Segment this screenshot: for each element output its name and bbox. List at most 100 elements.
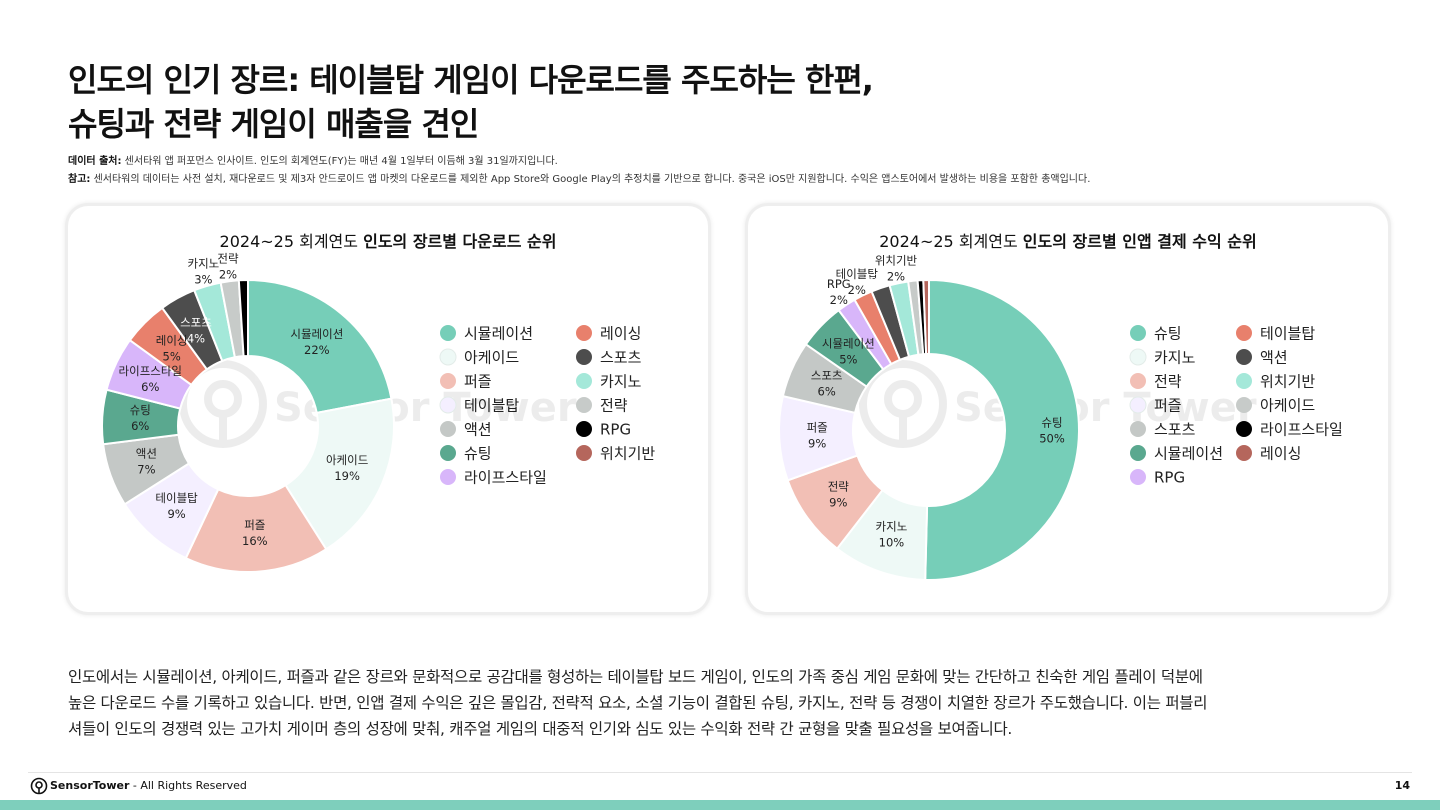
- slice-label-아케이드: 아케이드: [326, 453, 368, 467]
- page-title: 인도의 인기 장르: 테이블탑 게임이 다운로드를 주도하는 한편, 슈팅과 전…: [68, 58, 1368, 146]
- legend-label-시뮬레이션: 시뮬레이션: [464, 325, 533, 343]
- source-label: 데이터 출처:: [68, 156, 122, 167]
- legend-label-슈팅: 슈팅: [1154, 325, 1182, 343]
- title-line-1: 인도의 인기 장르: 테이블탑 게임이 다운로드를 주도하는 한편,: [68, 61, 874, 99]
- legend-swatch-슈팅: [440, 445, 456, 461]
- donut-slices: [101, 278, 395, 573]
- slice-value-테이블탑: 9%: [167, 507, 185, 521]
- legend-swatch-테이블탑: [439, 396, 457, 414]
- revenue-chart-title-prefix: 2024~25 회계연도: [879, 232, 1023, 251]
- legend-swatch-위치기반: [1236, 373, 1252, 389]
- legend-swatch-전략: [576, 397, 592, 413]
- slice-아케이드: [284, 397, 395, 551]
- footer-divider: [28, 772, 1412, 773]
- legend-swatch-액션: [440, 421, 456, 437]
- slice-label-위치기반: 위치기반: [875, 253, 918, 267]
- watermark-logo-icon: [179, 360, 267, 448]
- legend-label-스포츠: 스포츠: [1154, 421, 1196, 439]
- slice-value-전략: 9%: [829, 496, 847, 510]
- slice-label-전략: 전략: [217, 251, 239, 265]
- slice-label-퍼즐: 퍼즐: [244, 518, 265, 532]
- note-text: 센서타워의 데이터는 사전 설치, 재다운로드 및 제3자 안드로이드 앱 마켓…: [90, 174, 1091, 185]
- slice-시뮬레이션: [247, 278, 393, 415]
- slice-value-스포츠: 4%: [187, 331, 205, 345]
- legend-swatch-퍼즐: [440, 373, 456, 389]
- legend-label-시뮬레이션: 시뮬레이션: [1154, 445, 1223, 463]
- slice-value-스포츠: 6%: [818, 385, 836, 399]
- slice-label-스포츠: 스포츠: [811, 369, 843, 383]
- downloads-chart-title-prefix: 2024~25 회계연도: [219, 232, 364, 251]
- legend-label-전략: 전략: [600, 397, 628, 415]
- legend-swatch-전략: [1130, 373, 1146, 389]
- legend-swatch-스포츠: [576, 349, 592, 365]
- page-number: 14: [1394, 779, 1410, 792]
- legend-swatch-카지노: [1129, 348, 1147, 366]
- slice-label-시뮬레이션: 시뮬레이션: [290, 327, 343, 341]
- slice-value-퍼즐: 16%: [242, 534, 268, 548]
- legend-label-RPG: RPG: [1154, 469, 1185, 487]
- legend-label-카지노: 카지노: [600, 373, 642, 391]
- slice-value-전략: 2%: [219, 267, 237, 281]
- legend-swatch-RPG: [576, 421, 592, 437]
- legend-swatch-레이싱: [1236, 445, 1252, 461]
- watermark-logo-inner: [884, 380, 922, 418]
- revenue-chart-panel: 2024~25 회계연도 인도의 장르별 인앱 결제 수익 순위 Sensor …: [748, 206, 1388, 612]
- footer-rights: - All Rights Reserved: [129, 779, 247, 792]
- legend-label-테이블탑: 테이블탑: [1260, 325, 1315, 343]
- slice-value-카지노: 10%: [879, 536, 905, 550]
- legend-swatch-액션: [1236, 349, 1252, 365]
- slice-value-시뮬레이션: 22%: [304, 343, 330, 357]
- legend-label-라이프스타일: 라이프스타일: [464, 469, 547, 487]
- legend-swatch-라이프스타일: [1236, 421, 1252, 437]
- slice-value-퍼즐: 9%: [808, 436, 826, 450]
- slice-label-액션: 액션: [865, 259, 886, 273]
- slice-레이싱: [922, 278, 930, 356]
- downloads-chart-title-bold: 인도의 장르별 다운로드 순위: [363, 232, 557, 251]
- legend-label-스포츠: 스포츠: [600, 349, 642, 367]
- source-notes: 데이터 출처: 센서타워 앱 퍼포먼스 인사이트. 인도의 회계연도(FY)는 …: [68, 153, 1388, 189]
- legend-swatch-스포츠: [1130, 421, 1146, 437]
- revenue-donut-chart: Sensor Tower슈팅50%카지노10%전략9%퍼즐9%스포츠6%시뮬레이…: [778, 253, 1343, 581]
- legend-label-레이싱: 레이싱: [600, 325, 641, 343]
- slice-label-스포츠: 스포츠: [180, 315, 212, 329]
- slice-value-액션: 7%: [137, 463, 155, 477]
- slice-label-퍼즐: 퍼즐: [807, 420, 828, 434]
- slice-label-테이블탑: 테이블탑: [836, 267, 879, 281]
- sensortower-logo-icon: [30, 777, 48, 795]
- slice-label-라이프스타일: 라이프스타일: [119, 364, 182, 378]
- body-line-1: 인도에서는 시뮬레이션, 아케이드, 퍼즐과 같은 장르와 문화적으로 공감대를…: [68, 668, 1203, 686]
- slice-value-위치기반: 2%: [887, 269, 905, 283]
- slice-label-슈팅: 슈팅: [130, 403, 151, 417]
- footer-copyright: SensorTower - All Rights Reserved: [50, 779, 247, 792]
- legend-swatch-위치기반: [576, 445, 592, 461]
- slice-value-아케이드: 19%: [334, 469, 360, 483]
- slice-label-RPG: RPG: [827, 277, 851, 291]
- legend-label-위치기반: 위치기반: [600, 445, 655, 463]
- legend-swatch-레이싱: [576, 325, 592, 341]
- slice-label-레이싱: 레이싱: [156, 334, 188, 348]
- legend-label-슈팅: 슈팅: [464, 445, 492, 463]
- slice-value-슈팅: 50%: [1039, 432, 1065, 446]
- note-label: 참고:: [68, 174, 91, 185]
- legend-label-RPG: RPG: [600, 421, 631, 439]
- donut-slices: [778, 278, 1080, 581]
- slice-value-테이블탑: 2%: [848, 283, 866, 297]
- legend-label-카지노: 카지노: [1154, 349, 1196, 367]
- legend-swatch-슈팅: [1130, 325, 1146, 341]
- legend-swatch-아케이드: [439, 348, 457, 366]
- slice-label-카지노: 카지노: [187, 256, 219, 270]
- legend-label-퍼즐: 퍼즐: [1154, 397, 1182, 415]
- legend-swatch-퍼즐: [1129, 396, 1147, 414]
- footer-brand: SensorTower: [50, 779, 130, 792]
- slice-value-시뮬레이션: 5%: [839, 352, 857, 366]
- slice-value-카지노: 3%: [194, 272, 212, 286]
- legend-label-라이프스타일: 라이프스타일: [1260, 421, 1343, 439]
- body-paragraph: 인도에서는 시뮬레이션, 아케이드, 퍼즐과 같은 장르와 문화적으로 공감대를…: [68, 664, 1378, 742]
- legend-swatch-카지노: [576, 373, 592, 389]
- legend-label-아케이드: 아케이드: [1260, 397, 1315, 415]
- note-line: 참고: 센서타워의 데이터는 사전 설치, 재다운로드 및 제3자 안드로이드 …: [68, 171, 1388, 189]
- revenue-chart-title: 2024~25 회계연도 인도의 장르별 인앱 결제 수익 순위: [748, 228, 1388, 252]
- source-line: 데이터 출처: 센서타워 앱 퍼포먼스 인사이트. 인도의 회계연도(FY)는 …: [68, 153, 1388, 171]
